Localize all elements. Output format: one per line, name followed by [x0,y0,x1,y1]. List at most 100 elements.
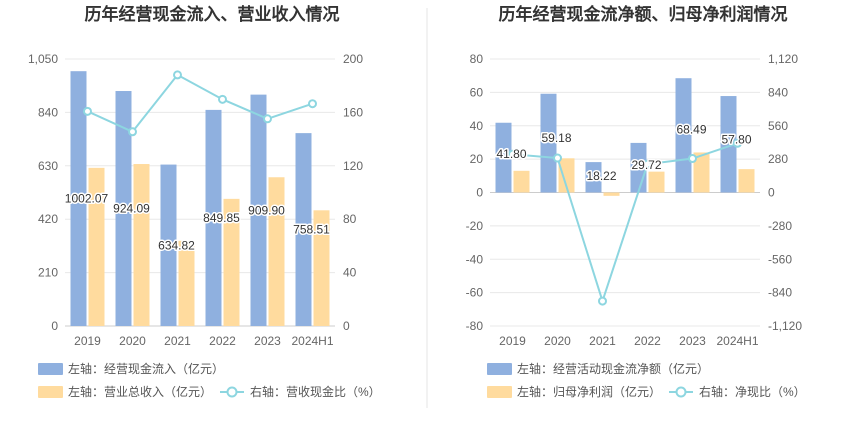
data-label: 909.90 [248,203,285,217]
data-label: 29.72 [631,158,661,172]
legend-label: 左轴：归母净利润（亿元） [517,384,661,399]
data-label: 924.09 [113,202,150,216]
line-point [688,154,697,164]
right-axis-tick: 120 [343,159,363,173]
legend-swatch-primary [38,363,63,375]
bar-primary [160,164,177,326]
left-axis-tick: 40 [470,119,484,133]
data-label: 41.80 [496,147,526,161]
line-point [128,127,137,137]
line-point [83,106,92,116]
data-label: 634.82 [158,238,195,252]
legend-swatch-line-marker [675,386,687,398]
bar-secondary [558,158,575,193]
left-axis-tick: 630 [38,159,58,173]
right-axis-tick: 160 [343,105,363,119]
legend: 左轴：经营活动现金流净额（亿元） 左轴：归母净利润（亿元） 右轴：净现比（%） [487,361,806,399]
bar-secondary [223,198,240,326]
right-axis-tick: -1,120 [768,319,802,333]
data-label: 849.85 [203,211,240,225]
legend-swatch-secondary [487,386,512,398]
x-axis-tick: 2021 [589,334,616,348]
right-axis-tick: -280 [768,219,792,233]
legend-swatch-secondary [38,386,63,398]
x-axis-tick: 2020 [119,334,146,348]
data-label: 59.18 [541,131,571,145]
line-point [218,94,227,104]
data-label: 758.51 [293,223,330,237]
x-axis-tick: 2024H1 [291,334,333,348]
left-axis-tick: 210 [38,266,58,280]
x-axis-tick: 2022 [209,334,236,348]
bar-primary [115,91,132,326]
left-axis-tick: -20 [466,219,484,233]
right-axis-tick: 280 [768,152,788,166]
bar-primary [205,109,222,326]
x-axis-tick: 2020 [544,334,571,348]
chart-inflow: 历年经营现金流入、营业收入情况 0 210 420 630 840 1,050 0 40 80 12… [28,4,381,399]
line-series [512,142,738,305]
x-axis-tick: 2021 [164,334,191,348]
chart-title: 历年经营现金流净额、归母净利润情况 [499,4,788,24]
legend-label: 左轴：经营现金流入（亿元） [68,361,224,376]
left-axis-tick: 0 [51,319,58,333]
data-label: 57.80 [721,132,751,146]
bar-primary [585,162,602,193]
right-axis-tick: 40 [343,266,357,280]
x-axis-tick: 2024H1 [716,334,758,348]
x-axis-tick: 2019 [499,334,526,348]
legend-swatch-line-marker [226,386,238,398]
left-axis-tick: 420 [38,212,58,226]
data-label: 1002.07 [65,192,109,206]
x-axis-tick: 2019 [74,334,101,348]
bar-primary [540,93,557,193]
left-axis-tick: -40 [466,252,484,266]
x-axis-tick: 2023 [254,334,281,348]
line-point [553,153,562,163]
right-axis-tick: 560 [768,119,788,133]
bar-primary [250,94,267,326]
line-series [87,73,313,133]
bar-secondary [88,167,105,326]
right-axis-tick: -560 [768,252,792,266]
left-axis-tick: 80 [470,52,484,66]
left-axis-tick: -60 [466,286,484,300]
right-axis-tick: 1,120 [768,52,798,66]
left-axis-tick: 60 [470,85,484,99]
bar-secondary [268,177,285,326]
x-axis-tick: 2022 [634,334,661,348]
bar-secondary [693,152,710,193]
bar-secondary [178,240,195,326]
line-point [308,99,317,109]
legend: 左轴：经营现金流入（亿元） 左轴：营业总收入（亿元） 右轴：营收现金比（%） [38,361,381,399]
chart-netflow: 历年经营现金流净额、归母净利润情况 -80 -60 -40 -20 0 20 40 60 80 -1… [466,4,806,399]
bar-primary [720,96,737,193]
legend-swatch-primary [487,363,512,375]
line-point [643,159,652,169]
bar-secondary [603,192,620,196]
legend-label: 右轴：净现比（%） [699,384,806,399]
line-point [173,70,182,80]
right-axis-tick: 840 [768,85,788,99]
bar-primary [70,71,87,326]
bar-secondary [648,171,665,193]
right-axis-tick: 0 [343,319,350,333]
legend-label: 左轴：营业总收入（亿元） [68,384,212,399]
left-axis-tick: 840 [38,105,58,119]
left-axis-tick: 1,050 [28,52,58,66]
line-point [508,149,517,159]
right-axis-tick: 80 [343,212,357,226]
bar-secondary [133,164,150,326]
left-axis-tick: -80 [466,319,484,333]
bar-secondary [313,210,330,326]
chart-title: 历年经营现金流入、营业收入情况 [85,4,340,24]
right-axis-tick: 0 [768,186,775,200]
data-label: 68.49 [676,123,706,137]
legend-label: 左轴：经营活动现金流净额（亿元） [517,361,709,376]
line-point [733,138,742,148]
x-axis-tick: 2023 [679,334,706,348]
left-axis-tick: 20 [470,152,484,166]
legend-label: 右轴：营收现金比（%） [250,384,381,399]
left-axis-tick: 0 [476,186,483,200]
